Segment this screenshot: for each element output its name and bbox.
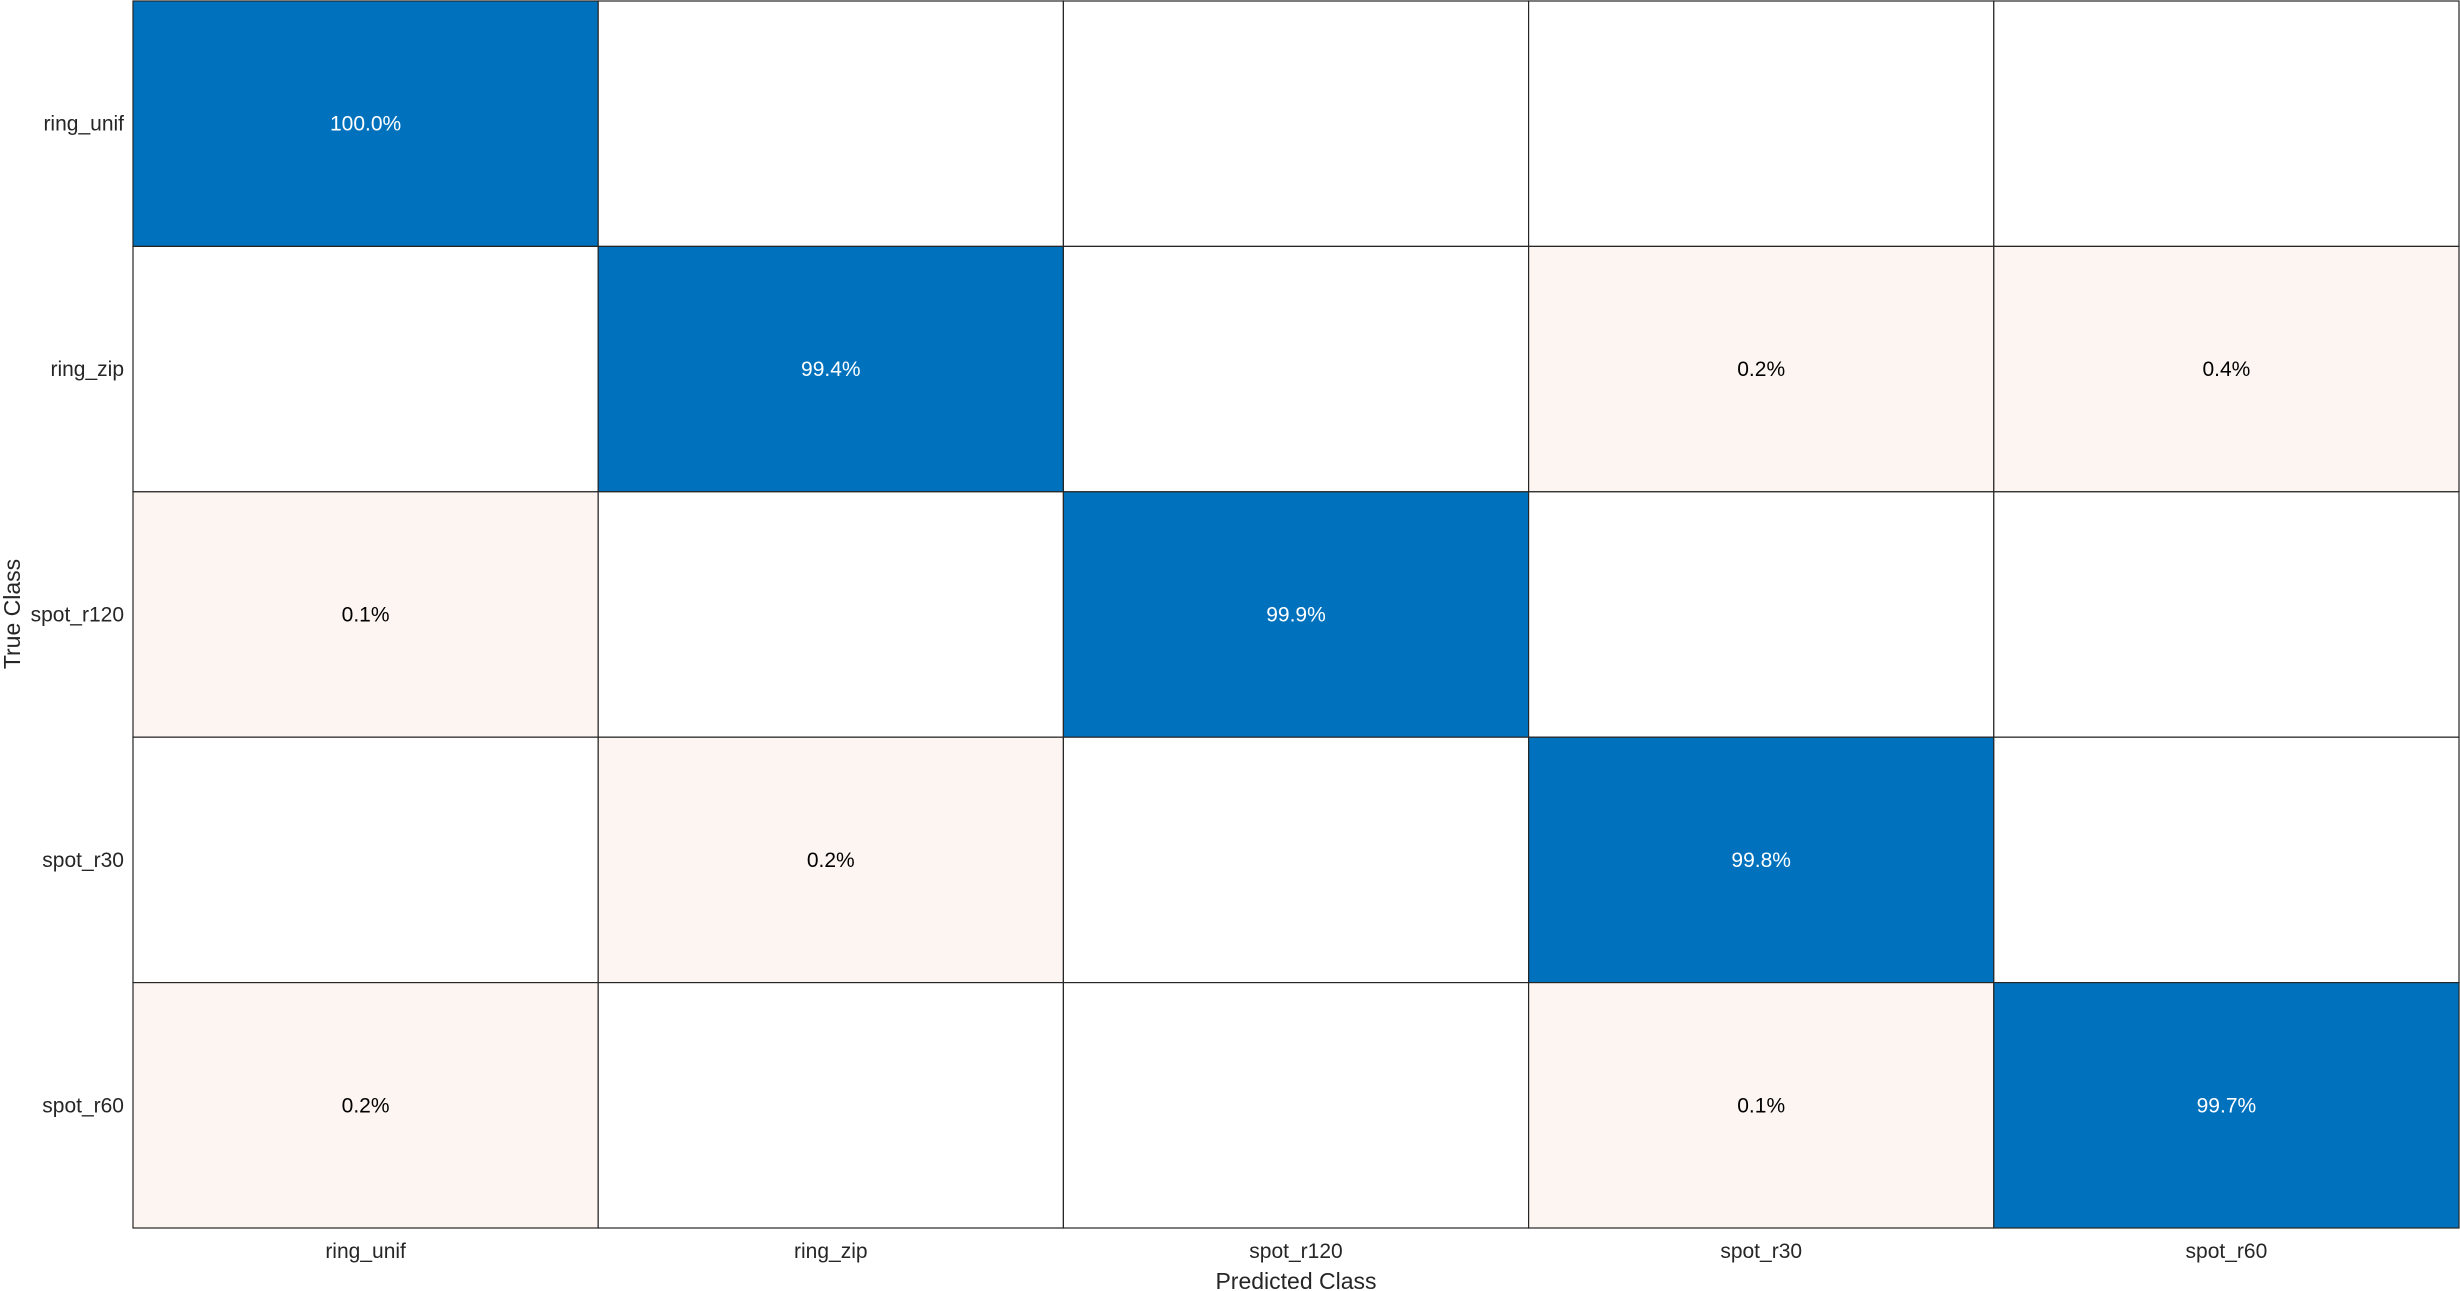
cell-value-label: 0.4% xyxy=(2202,358,2250,381)
x-tick-labels: ring_unif ring_zip spot_r120 spot_r30 spot_r… xyxy=(325,1240,2267,1263)
matrix-cell-r2-c1 xyxy=(597,491,1065,738)
cell-value-label: 99.9% xyxy=(1266,604,1326,627)
x-tick-label: ring_zip xyxy=(794,1240,868,1263)
cells-layer xyxy=(132,0,2460,1229)
matrix-cell-r0-c3 xyxy=(1527,0,1995,247)
cell-value-label: 99.8% xyxy=(1731,849,1791,872)
cell-labels-layer: 100.0% 99.4% 0.2% 0.4% 0.1% 99.9% 0.2% 99.8% 0.2… xyxy=(330,113,2256,1118)
cell-value-label: 0.2% xyxy=(1737,358,1785,381)
matrix-cell-r0-c1 xyxy=(597,0,1065,247)
matrix-cell-r3-c0 xyxy=(132,736,599,984)
cell-value-label: 0.1% xyxy=(1737,1094,1785,1117)
matrix-cell-r4-c0 xyxy=(132,981,599,1229)
x-tick-label: spot_r30 xyxy=(1720,1240,1802,1263)
x-axis-title: Predicted Class xyxy=(1215,1268,1376,1291)
matrix-cell-r1-c4 xyxy=(1993,245,2460,493)
x-tick-label: spot_r60 xyxy=(2186,1240,2268,1263)
y-tick-labels: ring_unif ring_zip spot_r120 spot_r30 spot_r… xyxy=(31,113,125,1118)
matrix-cell-r3-c1 xyxy=(597,736,1065,984)
matrix-cell-r2-c2 xyxy=(1062,491,1530,738)
matrix-cell-r4-c1 xyxy=(597,981,1065,1229)
matrix-cell-r3-c4 xyxy=(1993,736,2460,984)
x-tick-label: spot_r120 xyxy=(1249,1240,1342,1263)
matrix-cell-r0-c4 xyxy=(1993,0,2460,247)
matrix-cell-r1-c2 xyxy=(1062,245,1530,493)
matrix-cell-r3-c2 xyxy=(1062,736,1530,984)
y-axis-title: True Class xyxy=(0,559,25,669)
cell-value-label: 0.1% xyxy=(342,604,390,627)
cell-value-label: 99.7% xyxy=(2197,1094,2257,1117)
matrix-cell-r0-c2 xyxy=(1062,0,1530,247)
y-tick-label: spot_r60 xyxy=(42,1094,124,1117)
matrix-cell-r1-c0 xyxy=(132,245,599,493)
matrix-cell-r3-c3 xyxy=(1527,736,1995,984)
matrix-cell-r2-c4 xyxy=(1993,491,2460,738)
y-tick-label: ring_unif xyxy=(43,113,124,136)
cell-value-label: 0.2% xyxy=(342,1094,390,1117)
cell-value-label: 100.0% xyxy=(330,113,401,136)
cell-value-label: 0.2% xyxy=(807,849,855,872)
y-tick-label: ring_zip xyxy=(50,358,124,381)
cell-value-label: 99.4% xyxy=(801,358,861,381)
y-tick-label: spot_r120 xyxy=(31,604,124,627)
matrix-cell-r0-c0 xyxy=(132,0,599,247)
x-tick-label: ring_unif xyxy=(325,1240,406,1263)
matrix-cell-r1-c1 xyxy=(597,245,1065,493)
matrix-cell-r4-c4 xyxy=(1993,981,2460,1229)
matrix-cell-r2-c3 xyxy=(1527,491,1995,738)
matrix-cell-r4-c2 xyxy=(1062,981,1530,1229)
y-tick-label: spot_r30 xyxy=(42,849,124,872)
